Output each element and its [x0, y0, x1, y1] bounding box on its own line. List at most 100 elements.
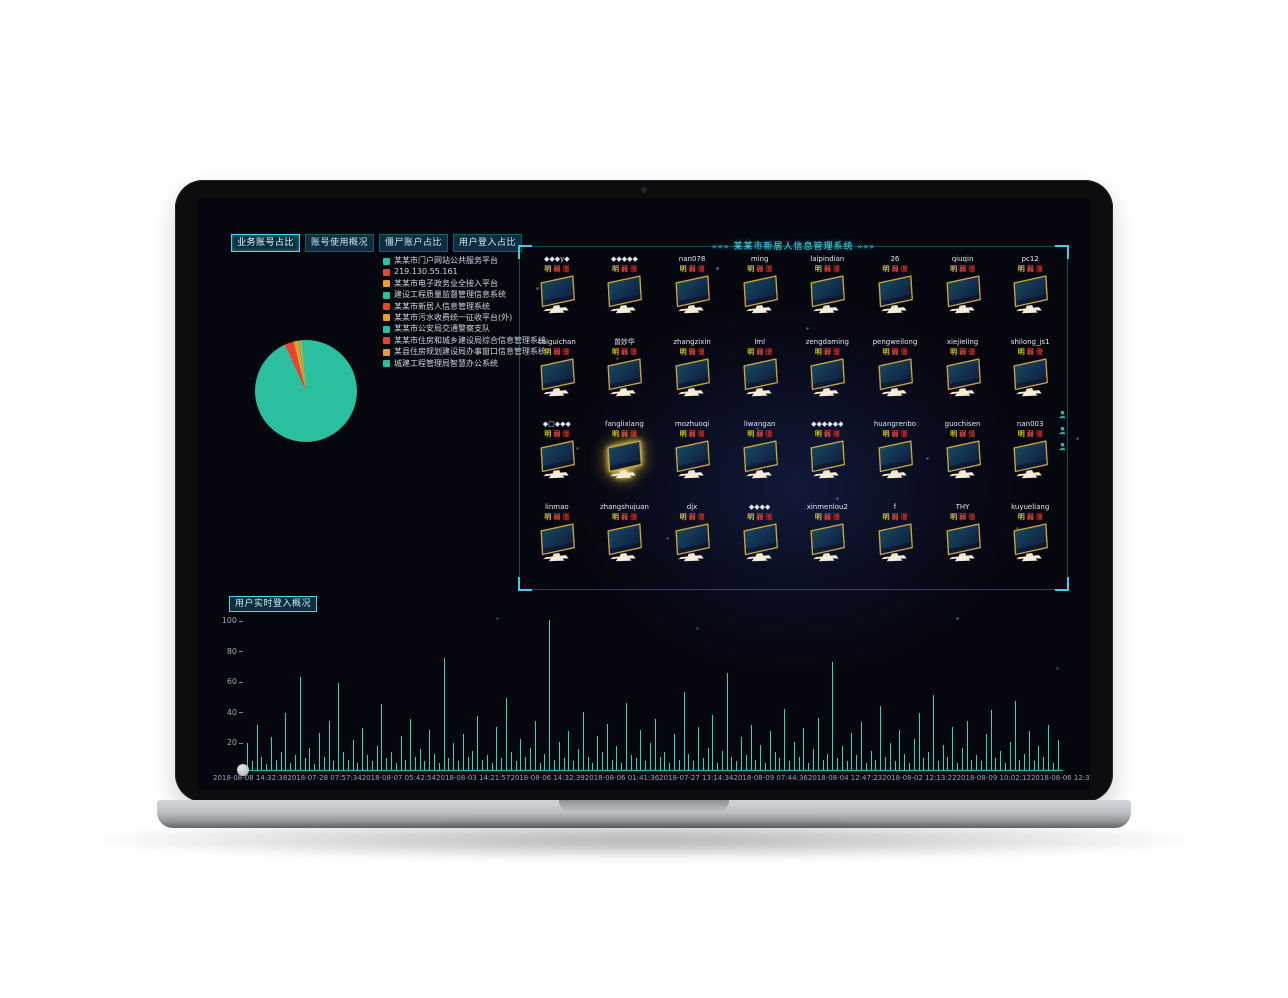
user-cell[interactable]: liwangan 明弱僵 — [726, 420, 794, 503]
monitor-icon[interactable] — [737, 357, 783, 397]
monitor-icon[interactable] — [1007, 274, 1053, 314]
account-flag: 弱 — [823, 430, 831, 438]
monitor-icon[interactable] — [669, 522, 715, 562]
user-cell[interactable]: f 明弱僵 — [861, 503, 929, 586]
user-tags: 明弱僵 — [882, 513, 907, 521]
user-cell[interactable]: ◆◆◆◆ 明弱僵 — [726, 503, 794, 586]
monitor-icon[interactable] — [669, 274, 715, 314]
user-cell[interactable]: pengweilong 明弱僵 — [861, 338, 929, 421]
monitor-icon[interactable] — [601, 274, 647, 314]
monitor-icon[interactable] — [1007, 439, 1053, 479]
chevrons-left-icon[interactable]: ««« — [711, 242, 730, 251]
account-share-pie-chart[interactable] — [255, 340, 357, 442]
user-cell[interactable]: ming 明弱僵 — [726, 255, 794, 338]
user-cell[interactable]: fanglixiang 明弱僵 — [591, 420, 659, 503]
monitor-icon[interactable] — [940, 274, 986, 314]
monitor-icon[interactable] — [940, 439, 986, 479]
user-cell[interactable]: pc12 明弱僵 — [996, 255, 1064, 338]
user-cell[interactable]: huangrenbo 明弱僵 — [861, 420, 929, 503]
legend-item[interactable]: 某县住房规划建设局办事窗口信息管理系统 — [383, 348, 546, 356]
monitor-icon[interactable] — [804, 357, 850, 397]
tab[interactable]: 账号使用概况 — [305, 234, 375, 252]
user-cell[interactable]: caiguichan 明弱僵 — [523, 338, 591, 421]
login-bar — [755, 759, 757, 770]
user-cell[interactable]: mozhuoqi 明弱僵 — [658, 420, 726, 503]
monitor-icon[interactable] — [669, 439, 715, 479]
mini-user-icon[interactable] — [1058, 442, 1067, 451]
user-cell[interactable]: laipindian 明弱僵 — [794, 255, 862, 338]
account-flag: 僵 — [900, 430, 908, 438]
monitor-icon[interactable] — [534, 357, 580, 397]
y-axis-tick: 80 — [227, 647, 243, 656]
user-cell[interactable]: linmao 明弱僵 — [523, 503, 591, 586]
legend-item[interactable]: 城建工程管理局智慧办公系统 — [383, 359, 546, 368]
chevrons-right-icon[interactable]: »»» — [857, 242, 876, 251]
monitor-icon[interactable] — [872, 357, 918, 397]
x-axis-timestamp: 2018-08-06 12:31:00 — [1030, 774, 1091, 782]
monitor-icon[interactable] — [534, 522, 580, 562]
legend-color-swatch — [383, 257, 390, 265]
monitor-icon[interactable] — [534, 274, 580, 314]
user-cell[interactable]: guochisen 明弱僵 — [929, 420, 997, 503]
user-cell[interactable]: ◆◆◆y◆ 明弱僵 — [523, 255, 591, 338]
monitor-icon[interactable] — [804, 274, 850, 314]
monitor-icon[interactable] — [1007, 357, 1053, 397]
tab[interactable]: 僵尸账户占比 — [379, 234, 449, 252]
laptop-base — [157, 800, 1131, 828]
user-cell[interactable]: xinmenlou2 明弱僵 — [794, 503, 862, 586]
user-system-panel: ««« 某某市新居人信息管理系统»»» ◆◆◆y◆ 明弱僵 ◆◆◆◆◆ 明弱僵 n… — [518, 242, 1069, 591]
monitor-icon[interactable] — [872, 522, 918, 562]
monitor-icon[interactable] — [737, 274, 783, 314]
monitor-icon[interactable] — [737, 522, 783, 562]
user-cell[interactable]: zhangzixin 明弱僵 — [658, 338, 726, 421]
timeline-slider-handle[interactable] — [237, 764, 249, 776]
monitor-icon[interactable] — [737, 439, 783, 479]
user-cell[interactable]: ◆◆◆◆◆◆ 明弱僵 — [794, 420, 862, 503]
monitor-icon[interactable] — [872, 439, 918, 479]
monitor-icon[interactable] — [940, 522, 986, 562]
monitor-icon[interactable] — [804, 522, 850, 562]
user-cell[interactable]: nan078 明弱僵 — [658, 255, 726, 338]
monitor-icon[interactable] — [669, 357, 715, 397]
legend-item[interactable]: 某某市公安局交通警察支队 — [383, 325, 546, 333]
login-bar — [884, 756, 886, 770]
user-cell[interactable]: ◆◆◆◆◆ 明弱僵 — [591, 255, 659, 338]
user-cell[interactable]: THY 明弱僵 — [929, 503, 997, 586]
account-flag: 弱 — [891, 347, 899, 356]
user-cell[interactable]: lml 明弱僵 — [726, 338, 794, 421]
monitor-icon[interactable] — [940, 357, 986, 397]
user-cell[interactable]: zhangshujuan 明弱僵 — [591, 503, 659, 586]
legend-item[interactable]: 某某市门户网站公共服务平台 — [383, 257, 546, 265]
legend-item[interactable]: 某某市新居人信息管理系统 — [383, 302, 546, 311]
login-bar — [769, 731, 771, 770]
monitor-icon[interactable] — [1007, 522, 1053, 562]
legend-item[interactable]: 某某市住房和城乡建设局综合信息管理系统 — [383, 336, 546, 345]
user-cell[interactable]: 曾妙华 明弱僵 — [591, 338, 659, 421]
user-cell[interactable]: djx 明弱僵 — [658, 503, 726, 586]
user-cell[interactable]: shilong_js1 明弱僵 — [996, 338, 1064, 421]
tab[interactable]: 业务账号占比 — [231, 234, 301, 252]
user-cell[interactable]: qiuqin 明弱僵 — [929, 255, 997, 338]
monitor-icon[interactable] — [601, 522, 647, 562]
user-cell[interactable]: zengdaming 明弱僵 — [794, 338, 862, 421]
tab[interactable]: 用户登入占比 — [453, 234, 523, 252]
mini-user-icon[interactable] — [1058, 410, 1067, 419]
monitor-icon[interactable] — [872, 274, 918, 314]
user-cell[interactable]: nan003 明弱僵 — [996, 420, 1064, 503]
user-cell[interactable]: 26 明弱僵 — [861, 255, 929, 338]
user-name: nan078 — [678, 255, 706, 263]
login-bar — [937, 761, 939, 770]
monitor-icon[interactable] — [601, 439, 647, 479]
user-cell[interactable]: ◆□◆◆◆ 明弱僵 — [523, 420, 591, 503]
legend-item[interactable]: 某某市污水收费统一征收平台(外) — [383, 313, 546, 322]
login-bar — [443, 657, 445, 770]
user-cell[interactable]: xiejieling 明弱僵 — [929, 338, 997, 421]
monitor-icon[interactable] — [534, 439, 580, 479]
user-cell[interactable]: kuyueliang 明弱僵 — [996, 503, 1064, 586]
mini-user-icon[interactable] — [1058, 426, 1067, 435]
legend-item[interactable]: 某某市电子政务业全接入平台 — [383, 279, 546, 288]
legend-item[interactable]: 219.130.55.161 — [383, 268, 546, 276]
monitor-icon[interactable] — [601, 357, 647, 397]
monitor-icon[interactable] — [804, 439, 850, 479]
legend-item[interactable]: 建设工程质量监督管理信息系统 — [383, 291, 546, 299]
